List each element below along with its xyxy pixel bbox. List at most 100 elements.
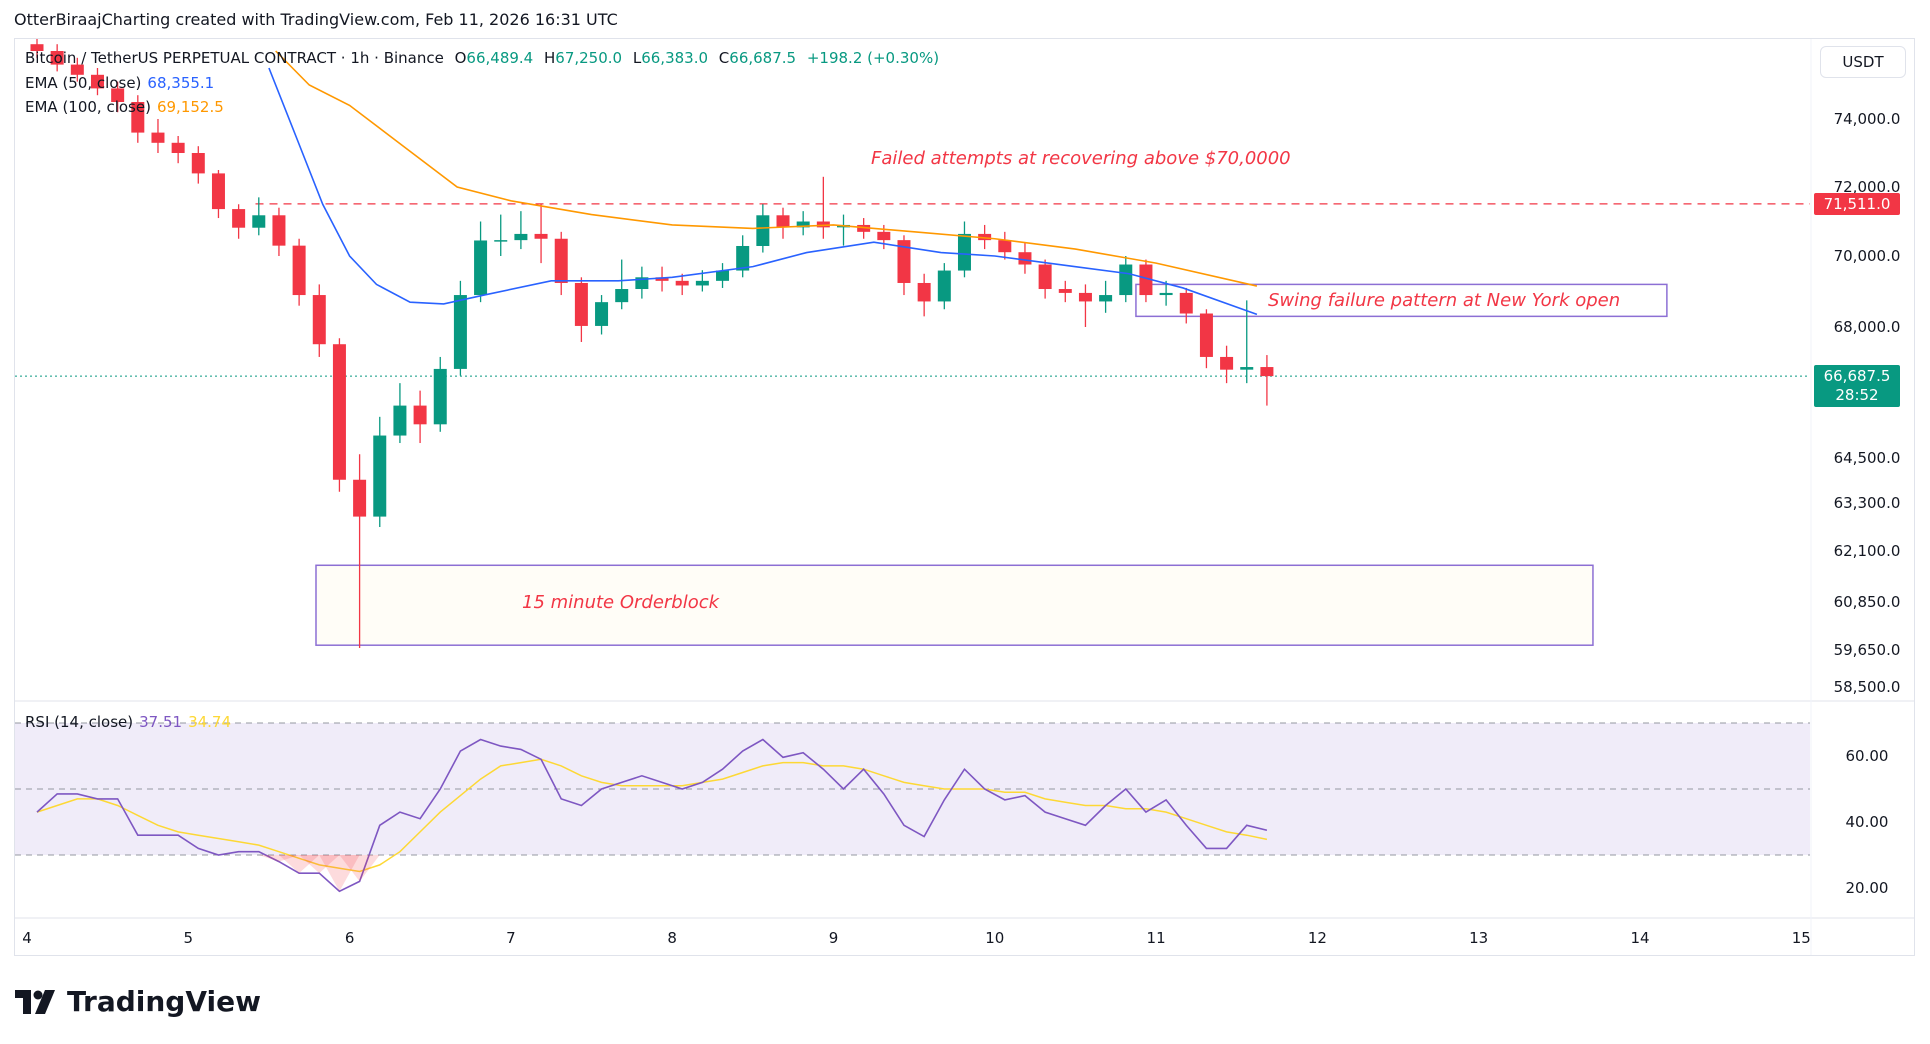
candle[interactable] bbox=[736, 235, 750, 278]
candle-body bbox=[373, 435, 387, 517]
orderblock-box[interactable] bbox=[315, 564, 1594, 646]
candle-body bbox=[736, 245, 750, 271]
candle[interactable] bbox=[655, 266, 669, 292]
candle[interactable] bbox=[1220, 345, 1234, 384]
tradingview-logo-icon bbox=[15, 989, 55, 1014]
candle[interactable] bbox=[615, 259, 629, 310]
candle[interactable] bbox=[50, 44, 64, 72]
rsi-line[interactable] bbox=[36, 738, 1268, 893]
candle[interactable] bbox=[1139, 259, 1153, 303]
candle[interactable] bbox=[373, 416, 387, 527]
candle[interactable] bbox=[837, 214, 850, 246]
candle[interactable] bbox=[998, 231, 1012, 260]
candle[interactable] bbox=[211, 170, 225, 219]
candle[interactable] bbox=[70, 57, 84, 82]
chart-frame bbox=[14, 38, 1915, 956]
candle-body bbox=[655, 277, 669, 281]
last-price-label: 66,687.5 28:52 bbox=[1814, 365, 1900, 408]
candle[interactable] bbox=[312, 284, 326, 357]
candle[interactable] bbox=[897, 235, 911, 296]
bar-countdown: 28:52 bbox=[1835, 386, 1879, 405]
candle[interactable] bbox=[595, 295, 609, 335]
rsi-legend[interactable]: RSI (14, close) 37.51 34.74 bbox=[25, 713, 237, 731]
candle[interactable] bbox=[1179, 287, 1193, 324]
candle[interactable] bbox=[796, 211, 810, 236]
candle[interactable] bbox=[675, 273, 689, 296]
candle[interactable] bbox=[393, 383, 407, 444]
candle[interactable] bbox=[353, 454, 367, 648]
candle[interactable] bbox=[514, 211, 528, 250]
ema100-legend[interactable]: EMA (100, close) 69,152.5 bbox=[25, 98, 230, 116]
brand-name: TradingView bbox=[67, 985, 261, 1018]
date-tick-label: 7 bbox=[506, 929, 516, 947]
candle[interactable] bbox=[332, 338, 346, 492]
candle-body bbox=[474, 240, 488, 296]
candle[interactable] bbox=[131, 95, 145, 143]
low-label: L bbox=[632, 49, 642, 67]
candle[interactable] bbox=[554, 231, 568, 296]
annotation-orderblock[interactable]: 15 minute Orderblock bbox=[522, 592, 720, 613]
candle[interactable] bbox=[917, 273, 931, 317]
price-tick-label: 64,500.0 bbox=[1833, 449, 1901, 467]
candle[interactable] bbox=[1078, 284, 1092, 327]
candle[interactable] bbox=[1058, 280, 1072, 303]
candle[interactable] bbox=[857, 218, 871, 239]
candle[interactable] bbox=[111, 81, 125, 113]
candle-body bbox=[816, 221, 830, 228]
candle[interactable] bbox=[272, 207, 286, 256]
price-tick-label: 68,000.0 bbox=[1833, 318, 1901, 336]
ema100-line[interactable] bbox=[275, 50, 1258, 287]
candle[interactable] bbox=[816, 176, 830, 239]
ema50-value: 68,355.1 bbox=[147, 74, 215, 92]
candle[interactable] bbox=[474, 221, 488, 303]
annotation-sfp[interactable]: Swing failure pattern at New York open bbox=[1268, 290, 1621, 311]
candle-body bbox=[1119, 264, 1133, 296]
candle[interactable] bbox=[776, 207, 790, 239]
candle[interactable] bbox=[978, 224, 992, 250]
candle[interactable] bbox=[635, 266, 649, 299]
date-tick-label: 8 bbox=[667, 929, 677, 947]
candle-body bbox=[574, 282, 588, 326]
tradingview-logo[interactable]: TradingView bbox=[15, 985, 261, 1018]
ema50-legend[interactable]: EMA (50, close) 68,355.1 bbox=[25, 74, 220, 92]
candle[interactable] bbox=[1199, 309, 1213, 369]
candle[interactable] bbox=[574, 277, 588, 342]
candle[interactable] bbox=[937, 263, 951, 310]
sfp-box[interactable] bbox=[1135, 283, 1668, 318]
candle-body bbox=[50, 51, 64, 65]
candle[interactable] bbox=[1119, 256, 1133, 303]
candle[interactable] bbox=[1099, 280, 1113, 313]
candle[interactable] bbox=[151, 119, 165, 153]
ema50-label: EMA (50, close) bbox=[25, 74, 142, 92]
candle[interactable] bbox=[1018, 242, 1032, 274]
candle[interactable] bbox=[1240, 300, 1254, 384]
candle[interactable] bbox=[171, 136, 185, 164]
candle[interactable] bbox=[534, 204, 548, 264]
candle[interactable] bbox=[1038, 259, 1052, 299]
candle[interactable] bbox=[716, 263, 730, 288]
candle[interactable] bbox=[453, 280, 467, 376]
candle[interactable] bbox=[232, 204, 246, 239]
rsi-value: 37.51 bbox=[139, 713, 183, 731]
candle[interactable] bbox=[413, 390, 427, 444]
date-tick-label: 5 bbox=[183, 929, 194, 947]
candle[interactable] bbox=[1159, 280, 1173, 306]
rsi-ma-line[interactable] bbox=[36, 758, 1268, 873]
candle[interactable] bbox=[1260, 355, 1274, 406]
candle[interactable] bbox=[433, 356, 447, 432]
candle-body bbox=[413, 405, 427, 425]
candle[interactable] bbox=[191, 146, 205, 184]
ema50-line[interactable] bbox=[268, 67, 1258, 316]
candle[interactable] bbox=[30, 34, 44, 58]
candle[interactable] bbox=[494, 214, 508, 256]
annotation-failed-attempts[interactable]: Failed attempts at recovering above $70,… bbox=[871, 148, 1291, 169]
candle-body bbox=[615, 289, 629, 303]
close-label: C bbox=[718, 49, 730, 67]
candle[interactable] bbox=[957, 221, 971, 278]
date-tick-label: 14 bbox=[1630, 929, 1650, 947]
candle[interactable] bbox=[90, 68, 104, 96]
candle[interactable] bbox=[292, 238, 306, 306]
candle[interactable] bbox=[252, 197, 266, 236]
currency-button[interactable]: USDT bbox=[1820, 46, 1906, 78]
